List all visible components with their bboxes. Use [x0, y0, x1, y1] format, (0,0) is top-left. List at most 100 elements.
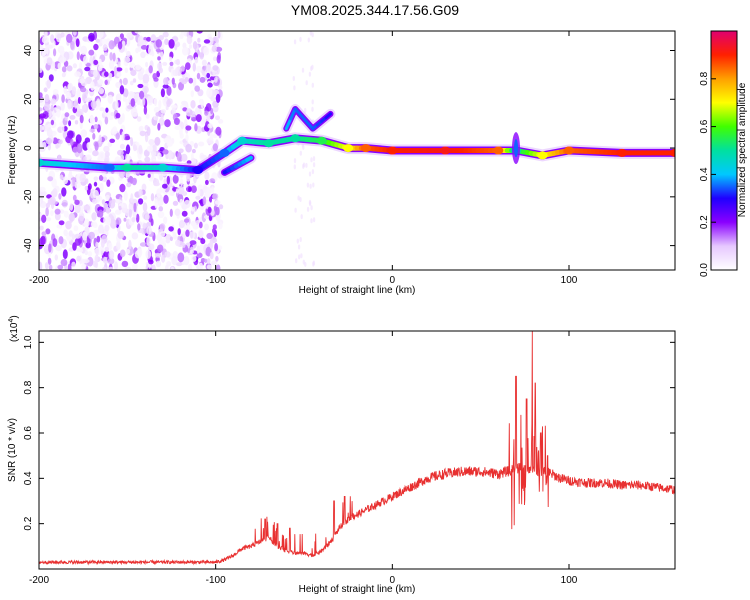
snr-y-label: SNR (10 * v/v)	[7, 418, 18, 482]
noise-dot	[158, 67, 163, 74]
noise-dot	[41, 231, 47, 236]
noise-dot	[109, 52, 113, 61]
noise-dot	[50, 104, 54, 112]
noise-dot	[46, 79, 51, 89]
noise-dot	[59, 174, 64, 180]
spectrogram-x-ticks: -200 -100 0 100	[29, 31, 578, 286]
noise-dot	[180, 65, 185, 72]
noise-dot	[162, 84, 169, 89]
snr-y-multiplier: (x104)	[8, 315, 20, 342]
noise-dot	[103, 145, 110, 153]
noise-dot	[179, 198, 184, 206]
noise-dot	[195, 195, 201, 200]
noise-dot	[146, 36, 152, 42]
snr-series-layer	[39, 331, 675, 566]
noise-dot	[162, 61, 168, 66]
noise-dot	[57, 62, 62, 70]
noise-dot	[293, 158, 297, 164]
noise-dot	[115, 217, 122, 225]
noise-dot	[196, 245, 200, 254]
noise-dot	[121, 113, 125, 123]
noise-dot	[311, 82, 314, 88]
noise-dot	[62, 249, 68, 260]
y-tick-label: -20	[23, 189, 34, 204]
y-tick-label: 0.8	[23, 380, 34, 394]
noise-dot	[177, 185, 185, 195]
noise-dot	[68, 120, 72, 127]
noise-dot	[139, 90, 145, 100]
noise-dot	[130, 98, 136, 107]
noise-dot	[65, 220, 72, 230]
noise-dot	[41, 214, 47, 223]
noise-dot	[143, 149, 150, 157]
noise-dot	[136, 213, 140, 223]
noise-dot	[203, 214, 210, 220]
noise-dot	[95, 241, 99, 248]
noise-dot	[199, 51, 204, 60]
ridge-blob	[219, 148, 230, 157]
noise-dot	[177, 252, 185, 263]
noise-dot	[64, 112, 70, 118]
noise-dot	[57, 264, 64, 270]
x-tick-label: 100	[561, 575, 578, 586]
noise-dot	[98, 87, 105, 95]
noise-dot	[168, 56, 173, 61]
noise-dot	[168, 39, 175, 49]
noise-dot	[209, 178, 215, 184]
noise-dot	[46, 57, 53, 66]
noise-dot	[299, 197, 302, 202]
noise-dot	[150, 218, 154, 227]
noise-dot	[69, 115, 76, 120]
svg-text:(x104): (x104)	[8, 315, 20, 342]
noise-dot	[191, 148, 196, 154]
noise-dot	[311, 32, 314, 38]
noise-dot	[79, 247, 83, 253]
noise-dot	[312, 156, 316, 162]
noise-dot	[144, 132, 149, 143]
noise-dot	[181, 210, 188, 217]
noise-dot	[190, 220, 197, 227]
noise-dot	[87, 251, 93, 257]
y-tick-label: 20	[23, 93, 34, 105]
noise-dot	[105, 107, 109, 113]
noise-dot	[90, 100, 97, 109]
noise-dot	[128, 239, 132, 250]
noise-dot	[84, 250, 89, 256]
noise-dot	[39, 125, 44, 131]
noise-dot	[204, 110, 209, 116]
noise-dot	[186, 35, 193, 45]
noise-dot	[119, 143, 125, 150]
noise-dot	[157, 122, 161, 131]
noise-dot	[61, 66, 67, 73]
noise-dot	[153, 181, 160, 187]
noise-dot	[77, 97, 81, 104]
noise-dot	[204, 223, 209, 231]
noise-dot	[311, 169, 315, 175]
noise-dot	[159, 231, 166, 238]
noise-dot	[138, 189, 143, 197]
noise-dot	[205, 179, 209, 185]
noise-dot	[192, 77, 197, 88]
noise-dot	[88, 49, 95, 56]
noise-dot	[105, 207, 111, 214]
noise-dot	[206, 72, 211, 79]
noise-dot	[170, 266, 175, 270]
noise-dot	[144, 156, 151, 163]
noise-dot	[205, 103, 212, 112]
noise-dot	[134, 94, 138, 103]
noise-dot	[83, 218, 90, 228]
noise-dot	[72, 31, 77, 36]
x-tick-label: 100	[561, 275, 578, 286]
noise-dot	[310, 205, 313, 211]
noise-dot	[151, 264, 156, 270]
ridge-blob	[493, 146, 504, 155]
x-tick-label: -100	[206, 575, 226, 586]
noise-dot	[116, 240, 121, 251]
noise-dot	[50, 34, 55, 43]
noise-dot	[107, 94, 114, 104]
noise-dot	[153, 106, 160, 113]
noise-dot	[41, 36, 49, 44]
colorbar-gradient	[710, 30, 738, 271]
noise-dot	[74, 204, 81, 214]
